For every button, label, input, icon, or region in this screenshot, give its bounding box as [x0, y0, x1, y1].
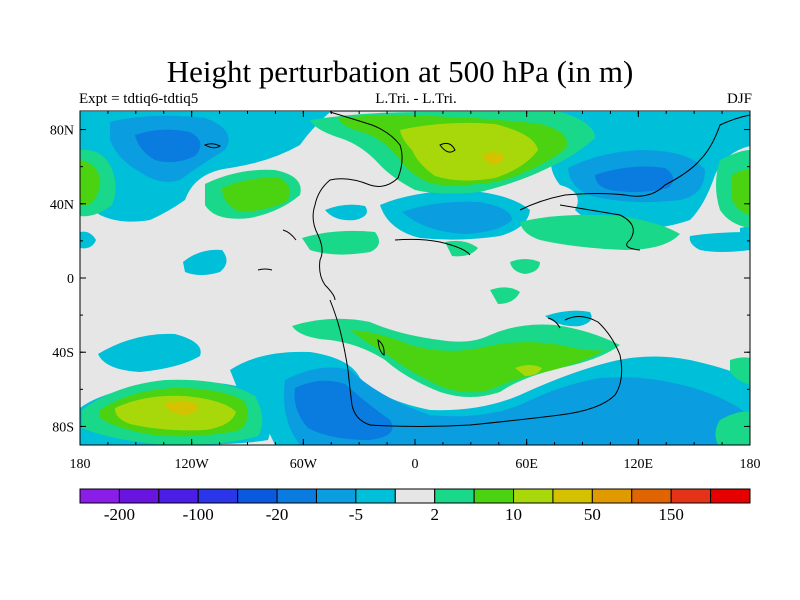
coastline-asia-south — [559, 204, 641, 251]
lon-tick-label: 60E — [515, 457, 538, 472]
colorbar-swatch — [355, 488, 396, 504]
grid-label: L.Tri. - L.Tri. — [375, 91, 457, 107]
contour-green-south-east-2 — [730, 357, 750, 385]
coastlines — [203, 111, 750, 427]
lon-tick-label: 120E — [624, 457, 654, 472]
colorbar — [79, 488, 751, 504]
colorbar-swatch — [631, 488, 672, 504]
coastline-north-america — [312, 111, 403, 301]
lon-tick-label: 60W — [290, 457, 318, 472]
coastline-antarctica — [329, 299, 623, 427]
colorbar-swatch — [394, 488, 436, 504]
coastline-island-6 — [547, 317, 561, 329]
axis-ticks — [79, 111, 751, 445]
contour-blue-south-west — [98, 333, 201, 372]
colorbar-swatch — [276, 488, 317, 504]
coastline-island-5 — [439, 142, 456, 153]
contour-gold-north-pacific — [483, 152, 504, 165]
contour-green-tropics-2 — [520, 214, 680, 250]
contour-gold-south-pacific — [165, 400, 199, 415]
coastline-island-3 — [257, 268, 273, 271]
colorbar-swatch — [434, 488, 475, 504]
contour-yellow-south-band — [515, 365, 542, 376]
lat-tick-label: 40N — [50, 198, 74, 213]
contour-blue-small-3 — [80, 231, 96, 249]
lon-tick-label: 180 — [70, 457, 91, 472]
lat-tick-label: 0 — [67, 272, 74, 287]
lat-tick-label: 80S — [52, 420, 74, 435]
colorbar-swatch — [158, 488, 199, 504]
colorbar-swatch — [670, 488, 712, 504]
contour-blue-south-core-2 — [599, 391, 706, 427]
contour-yellow-north-pacific — [400, 122, 538, 181]
contour-blue-small-2 — [183, 249, 227, 275]
coastline-island-2 — [282, 229, 297, 241]
colorbar-label: 10 — [505, 505, 523, 524]
colorbar-swatch — [473, 488, 515, 504]
axis-tick-labels: 180 120W 60W 0 60E 120E 180 80N 40N 0 40S 80S — [50, 124, 761, 472]
colorbar-label: 150 — [658, 505, 684, 524]
lon-tick-label: 0 — [412, 457, 419, 472]
colorbar-swatch — [197, 488, 239, 504]
lat-tick-label: 40S — [52, 346, 74, 361]
lon-tick-label: 180 — [740, 457, 761, 472]
coastline-island-1 — [203, 143, 221, 149]
coastline-island-4 — [377, 338, 385, 356]
contour-green-tropics-3 — [510, 259, 540, 274]
contour-blue-small-5 — [689, 232, 750, 252]
experiment-label: Expt = tdtiq6-tdtiq5 — [79, 91, 199, 107]
contour-blue-pacific-north-inner — [402, 201, 512, 234]
colorbar-swatch — [237, 488, 278, 504]
contour-green-north-atlantic-inner — [222, 177, 290, 212]
contour-blue-small-1 — [325, 204, 368, 221]
colorbar-label: -5 — [348, 505, 363, 524]
colorbar-swatch — [513, 488, 554, 504]
colorbar-label: -200 — [103, 505, 135, 524]
colorbar-label: 2 — [430, 505, 439, 524]
plot-title: Height perturbation at 500 hPa (in m) — [166, 54, 634, 89]
colorbar-swatch — [79, 488, 120, 504]
colorbar-label: -20 — [265, 505, 289, 524]
coastline-asia — [519, 114, 750, 211]
colorbar-swatch — [591, 488, 633, 504]
colorbar-swatch — [710, 488, 751, 504]
contour-green-south-east — [715, 411, 750, 445]
colorbar-swatch — [118, 488, 160, 504]
contour-blue-north-east-core — [595, 166, 674, 193]
contour-green-tropics-5 — [490, 287, 520, 304]
lon-tick-label: 120W — [175, 457, 210, 472]
contour-fields — [80, 112, 750, 445]
contour-blue-south-core — [294, 380, 393, 440]
season-label: DJF — [726, 91, 752, 107]
contour-blue-north-west-core — [135, 129, 201, 163]
contour-blue-south-mid — [284, 367, 750, 445]
contour-green-west-edge-inner — [80, 160, 100, 205]
contour-green-tropics-1 — [302, 230, 379, 255]
colorbar-swatch — [552, 488, 593, 504]
coastline-europe — [394, 238, 471, 256]
colorbar-label: 50 — [583, 505, 601, 524]
lat-tick-label: 80N — [50, 124, 74, 139]
contour-green-south-band-inner — [350, 330, 605, 393]
colorbar-label: -100 — [182, 505, 214, 524]
colorbar-swatch — [315, 488, 357, 504]
